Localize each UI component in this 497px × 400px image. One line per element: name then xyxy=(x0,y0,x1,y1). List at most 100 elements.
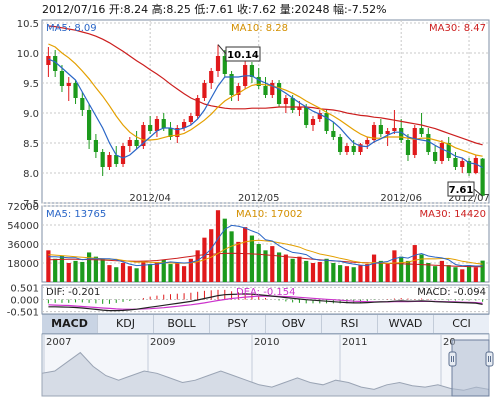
price-ma5-line xyxy=(48,58,483,169)
navigator-year-label: 2009 xyxy=(150,337,175,348)
price-candle xyxy=(93,134,98,158)
volume-bar xyxy=(168,264,173,282)
tab-psy[interactable]: PSY xyxy=(210,315,266,333)
price-candle xyxy=(100,149,105,176)
candle-body xyxy=(222,56,227,74)
volume-bar xyxy=(270,246,275,282)
max-price-callout: 10.14 xyxy=(217,44,261,62)
price-candle xyxy=(168,122,173,140)
price-y-tick: 9.0 xyxy=(23,109,39,120)
indicator-tabs: MACD KDJ BOLL PSY OBV RSI WVAD CCI xyxy=(42,314,489,334)
volume-bar xyxy=(310,263,316,282)
price-candle xyxy=(222,50,227,77)
volume-y-tick: 54000 xyxy=(7,221,39,232)
price-candle xyxy=(107,152,112,170)
tab-rsi[interactable]: RSI xyxy=(322,315,378,333)
volume-bar xyxy=(66,263,71,282)
candle-body xyxy=(127,140,132,146)
volume-bar xyxy=(290,258,295,282)
macd-y-tick: 0.501 xyxy=(10,283,39,294)
candle-body xyxy=(399,128,404,140)
price-candle xyxy=(229,71,234,101)
volume-bar xyxy=(473,267,478,282)
navigator-right-handle[interactable] xyxy=(485,351,494,367)
candle-body xyxy=(433,152,438,161)
volume-bar xyxy=(249,235,255,282)
volume-bar xyxy=(371,254,377,282)
price-candle xyxy=(439,140,445,164)
price-candle xyxy=(371,122,377,143)
volume-bar xyxy=(80,261,85,282)
candle-body xyxy=(202,83,207,98)
price-candle xyxy=(181,119,187,131)
volume-bar xyxy=(100,258,105,282)
header-open-label: 开: xyxy=(109,3,124,16)
navigator-year-label: 2010 xyxy=(254,337,279,348)
header-low-label: 低: xyxy=(194,3,209,16)
price-candle xyxy=(392,110,397,134)
candle-body xyxy=(181,122,187,128)
navigator-selection-window[interactable] xyxy=(451,339,490,397)
header-open: 8.24 xyxy=(124,3,149,16)
candle-body xyxy=(188,116,193,122)
tab-cci[interactable]: CCI xyxy=(452,317,471,330)
candle-body xyxy=(405,140,411,155)
tab-wvad[interactable]: WVAD xyxy=(378,315,434,333)
volume-bar xyxy=(222,218,227,282)
price-ma5-label: MA5: 8.09 xyxy=(46,23,97,34)
tab-macd[interactable]: MACD xyxy=(42,315,98,333)
header-change-label: 幅: xyxy=(333,3,348,16)
price-candle xyxy=(209,68,214,89)
price-candle xyxy=(66,77,71,101)
volume-ma30-label: MA30: 14420 xyxy=(419,209,486,220)
volume-bar xyxy=(365,264,370,282)
candle-body xyxy=(148,125,153,131)
navigator-left-handle[interactable] xyxy=(448,351,457,367)
price-candle xyxy=(331,122,336,140)
candle-body xyxy=(236,86,241,95)
tab-obv[interactable]: OBV xyxy=(266,315,322,333)
candle-body xyxy=(53,56,58,71)
volume-bar xyxy=(304,260,309,282)
header-date: 2012/07/16 xyxy=(42,3,105,16)
tab-boll[interactable]: BOLL xyxy=(154,315,210,333)
candle-body xyxy=(66,83,71,86)
header-high-label: 高: xyxy=(152,2,167,16)
candle-body xyxy=(338,137,343,152)
tab-kdj[interactable]: KDJ xyxy=(98,315,154,333)
volume-bar xyxy=(317,261,322,282)
volume-bar xyxy=(412,245,417,282)
candle-body xyxy=(73,83,78,98)
macd-dea-label: DEA: -0.154 xyxy=(236,287,295,298)
price-candle xyxy=(358,143,363,155)
candle-body xyxy=(453,158,458,167)
price-candle xyxy=(324,110,329,134)
volume-bar xyxy=(385,263,390,282)
price-x-tick: 2012/07 xyxy=(448,193,490,204)
candle-body xyxy=(86,110,92,140)
volume-bar xyxy=(426,263,431,282)
volume-bar xyxy=(331,263,336,282)
volume-bar xyxy=(358,265,363,282)
price-candles xyxy=(46,44,485,197)
candle-body xyxy=(473,158,478,173)
price-candle xyxy=(453,152,458,170)
candle-body xyxy=(378,125,383,134)
volume-bar xyxy=(114,267,119,282)
price-x-tick: 2012/04 xyxy=(129,193,171,204)
candle-body xyxy=(460,161,465,167)
header-volume: 20248 xyxy=(295,3,330,16)
candle-body xyxy=(419,128,424,134)
candle-body xyxy=(304,107,309,125)
price-candle xyxy=(256,68,261,89)
price-ma10-line xyxy=(48,43,483,157)
candle-body xyxy=(290,98,295,110)
price-candle xyxy=(215,44,221,77)
header-volume-label: 量: xyxy=(280,3,295,16)
candle-body xyxy=(249,65,255,77)
header-low: 7.61 xyxy=(209,3,234,16)
volume-bar xyxy=(433,266,438,282)
price-candle xyxy=(134,131,139,149)
volume-bar xyxy=(439,260,445,282)
